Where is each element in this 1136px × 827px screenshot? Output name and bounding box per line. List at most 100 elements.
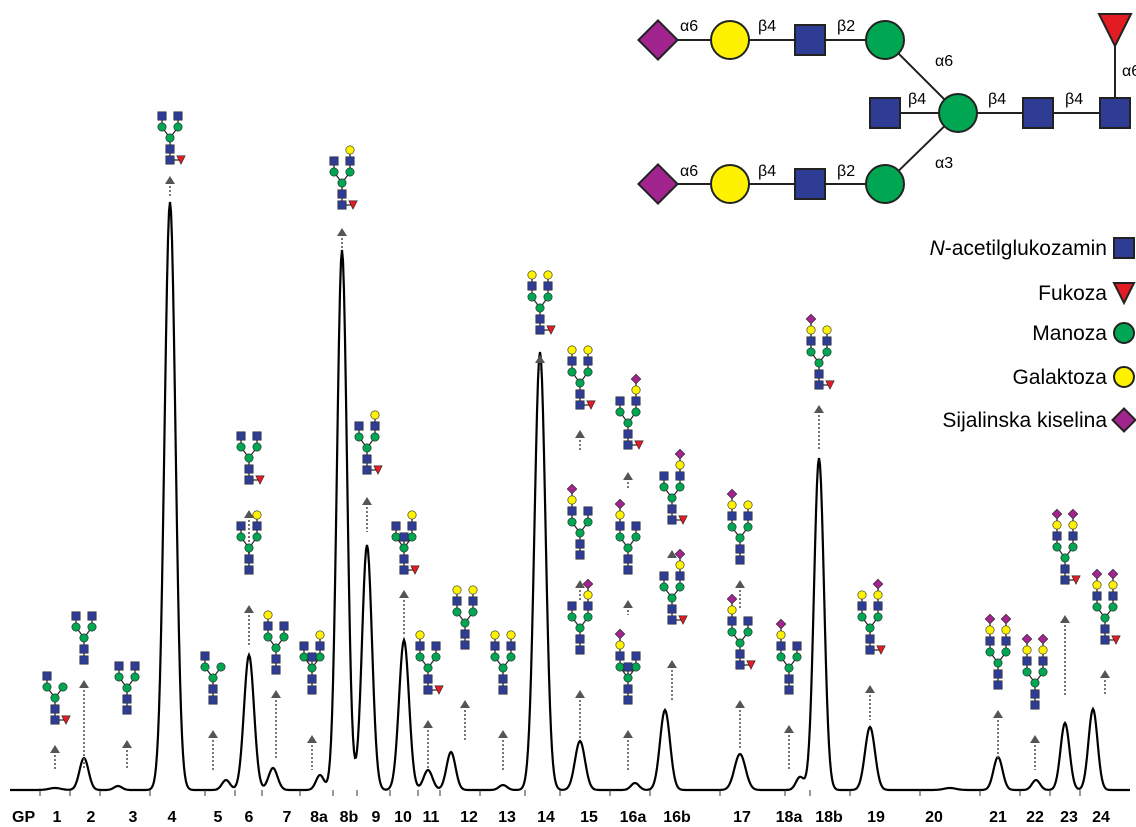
galactose-icon	[567, 345, 577, 355]
glcnac-icon	[362, 465, 372, 475]
peak-arrow	[667, 660, 677, 700]
glcnac-icon	[575, 389, 585, 399]
glcnac-icon	[623, 565, 633, 575]
linkage-label: α6	[680, 163, 698, 180]
glycan-glyph	[567, 345, 596, 410]
peak-label: 13	[498, 809, 516, 826]
linkage-label: β2	[837, 163, 855, 180]
glcnac-icon	[345, 156, 355, 166]
glcnac-icon	[623, 695, 633, 705]
mannose-icon	[1052, 542, 1062, 552]
glycan-glyph	[391, 510, 420, 575]
linkage-label: α6	[680, 18, 698, 35]
sialic-acid-icon	[1021, 633, 1033, 645]
mannose-icon	[575, 378, 585, 388]
mannose-icon	[490, 652, 500, 662]
glcnac-icon	[583, 356, 593, 366]
glcnac-icon	[468, 596, 478, 606]
mannose-icon	[236, 442, 246, 452]
peak-arrow	[122, 740, 132, 770]
mannose-icon	[615, 407, 625, 417]
glcnac-icon	[244, 464, 254, 474]
peak-arrow	[535, 355, 545, 370]
mannose-icon	[431, 652, 441, 662]
galactose-icon	[727, 605, 737, 615]
linkage-label: α3	[935, 155, 953, 172]
glcnac-icon	[307, 674, 317, 684]
glcnac-icon	[1022, 97, 1054, 129]
glycan-glyph	[726, 593, 756, 670]
peak-label: 16b	[663, 809, 691, 826]
galactose-icon	[1092, 580, 1102, 590]
glycan-glyph	[615, 373, 644, 450]
peak-glycan-annotations	[42, 111, 1121, 770]
glycan-glyph	[1021, 633, 1049, 710]
mannose-icon	[200, 662, 210, 672]
glcnac-icon	[583, 601, 593, 611]
glcnac-icon	[1030, 689, 1040, 699]
linkage-label: α6	[1122, 63, 1136, 80]
peak-arrow	[814, 405, 824, 450]
glcnac-icon	[423, 674, 433, 684]
mannose-icon	[130, 672, 140, 682]
sialic-acid-icon	[805, 313, 817, 325]
glcnac-icon	[236, 431, 246, 441]
glcnac-icon	[307, 685, 317, 695]
peak-arrow	[399, 590, 409, 635]
glcnac-icon	[1052, 531, 1062, 541]
fucose-icon	[876, 645, 886, 655]
glcnac-icon	[869, 97, 901, 129]
glcnac-icon	[575, 634, 585, 644]
galactose-icon	[315, 630, 325, 640]
peak-label: 20	[925, 809, 943, 826]
mannose-icon	[865, 164, 905, 204]
peak-arrow	[623, 600, 633, 615]
galactose-icon	[407, 510, 417, 520]
glcnac-icon	[615, 651, 625, 661]
peak-label: 4	[168, 809, 177, 826]
mannose-icon	[271, 643, 281, 653]
glcnac-icon	[407, 521, 417, 531]
glcnac-icon	[659, 471, 669, 481]
glcnac-icon	[423, 685, 433, 695]
peak-label: 8a	[310, 809, 328, 826]
legend-label: Manoza	[1032, 322, 1107, 345]
glcnac-icon	[575, 550, 585, 560]
mannose-icon	[675, 582, 685, 592]
mannose-icon	[460, 618, 470, 628]
peak-arrow	[623, 730, 633, 770]
glcnac-icon	[236, 521, 246, 531]
glcnac-icon	[727, 616, 737, 626]
sialic-acid-icon	[872, 578, 884, 590]
peak-arrow	[79, 680, 89, 770]
galactose-icon	[615, 510, 625, 520]
glcnac-icon	[1108, 591, 1118, 601]
glcnac-icon	[623, 554, 633, 564]
fucose-icon	[348, 200, 358, 210]
glcnac-icon	[307, 652, 317, 662]
glcnac-icon	[354, 421, 364, 431]
glcnac-icon	[1068, 531, 1078, 541]
sialic-acid-icon	[582, 578, 594, 590]
glcnac-icon	[50, 704, 60, 714]
glcnac-icon	[498, 685, 508, 695]
glcnac-icon	[567, 601, 577, 611]
glcnac-icon	[623, 684, 633, 694]
sialic-acid-icon	[1037, 633, 1049, 645]
glcnac-icon	[252, 431, 262, 441]
galactose-icon	[822, 325, 832, 335]
mannose-icon	[535, 303, 545, 313]
glcnac-icon	[157, 111, 167, 121]
mannose-icon	[776, 652, 786, 662]
galactose-icon	[583, 345, 593, 355]
peak-arrow	[993, 710, 1003, 760]
fucose-icon	[678, 615, 688, 625]
peak-label: 24	[1092, 809, 1110, 826]
galactose-icon	[543, 270, 553, 280]
galactose-icon	[615, 640, 625, 650]
peak-arrow	[460, 700, 470, 740]
sialic-acid-icon	[1051, 508, 1063, 520]
glcnac-icon	[575, 400, 585, 410]
mannose-icon	[583, 612, 593, 622]
